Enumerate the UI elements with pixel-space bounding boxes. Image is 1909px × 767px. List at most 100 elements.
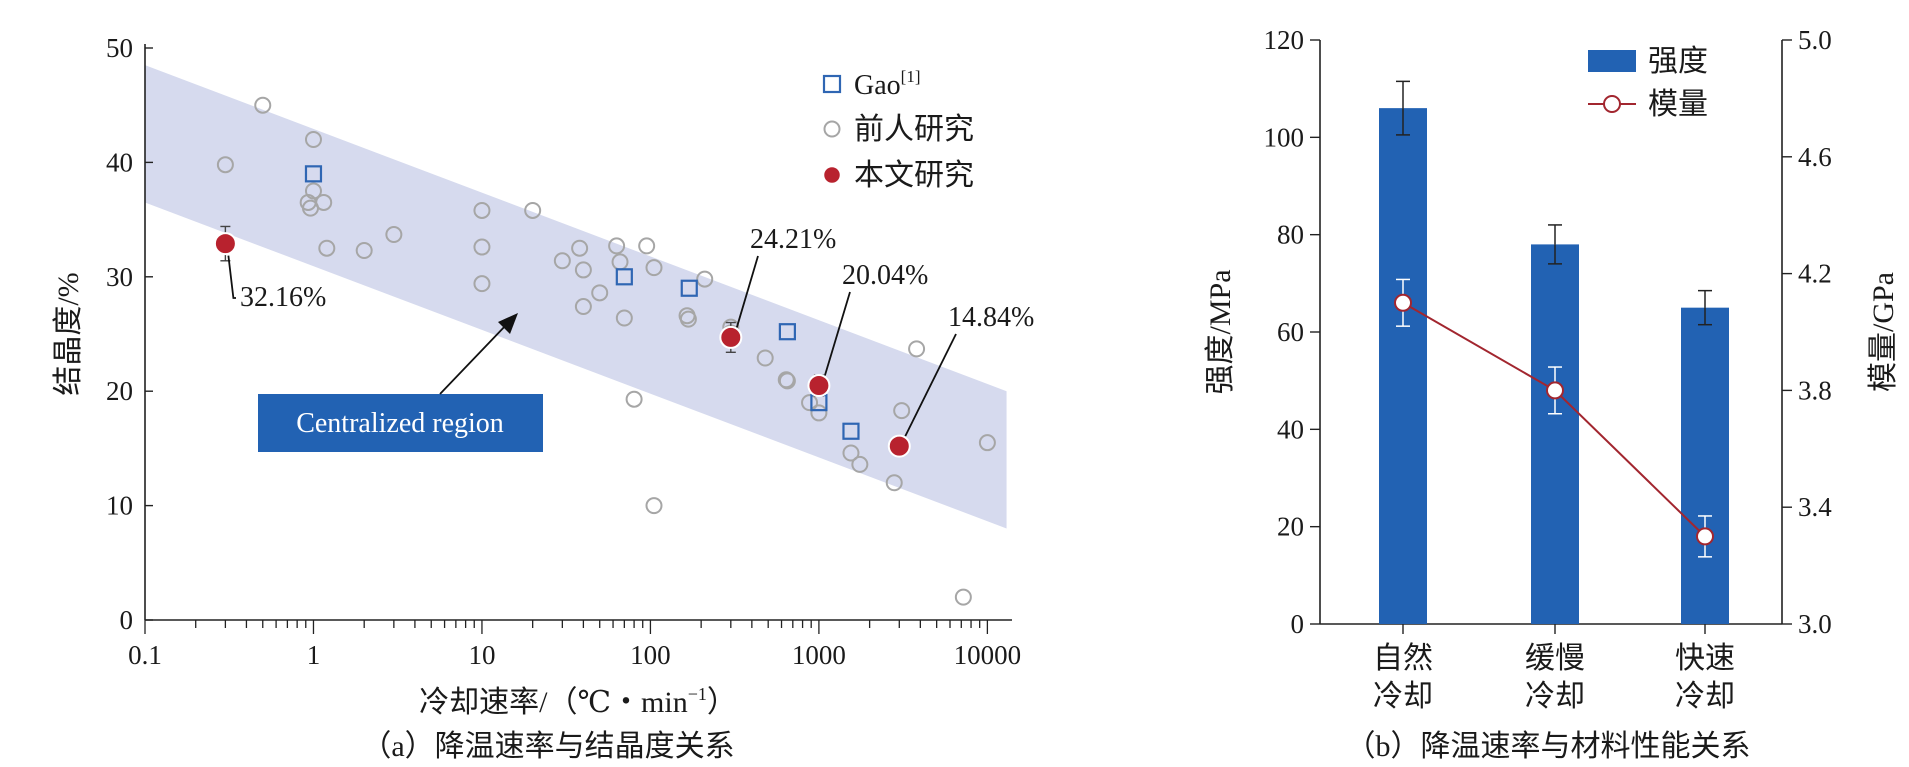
legend-gao-marker <box>822 74 842 94</box>
category-label-line1: 自然 <box>1373 642 1433 675</box>
legend-gao-name: Gao <box>854 70 901 101</box>
gao-point <box>680 279 698 297</box>
this-work-point <box>807 373 831 397</box>
legend-modulus-label: 模量 <box>1648 88 1708 121</box>
right-tick-label: 5.0 <box>1798 25 1832 55</box>
left-tick-label: 20 <box>1277 512 1304 542</box>
modulus-point <box>1394 293 1412 312</box>
strength-bar <box>1681 307 1729 624</box>
previous-study-point <box>473 275 491 293</box>
gao-point <box>842 422 860 440</box>
previous-study-point <box>574 298 592 316</box>
chart-b-properties: 0 20 40 60 80 100 120 3.0 3.4 3.8 4.2 4.6 5.0 强度/MPa 模… <box>1204 25 1900 763</box>
y-tick-label: 0 <box>120 605 134 635</box>
legend-this-work-label: 本文研究 <box>854 159 974 192</box>
legend-gao-label: Gao[1] <box>854 67 920 101</box>
annotation-label: 14.84% <box>948 302 1034 333</box>
legend-previous-marker <box>823 120 841 138</box>
previous-study-point <box>625 390 643 408</box>
right-tick-label: 4.6 <box>1798 142 1832 172</box>
category-label-line2: 冷却 <box>1525 680 1585 713</box>
right-axis-label: 模量/GPa <box>1867 272 1900 392</box>
x-axis-label: 冷却速率/（℃・min−1） <box>419 684 737 719</box>
region-arrow-line <box>439 322 509 395</box>
previous-study-point <box>777 371 795 389</box>
y-axis-label: 结晶度/% <box>52 272 85 395</box>
previous-study-point <box>645 259 663 277</box>
previous-study-point <box>571 239 589 257</box>
previous-study-point <box>908 340 926 358</box>
this-work-point <box>719 325 743 349</box>
x-tick-label: 0.1 <box>128 640 162 670</box>
x-axis-label-sup: −1 <box>688 684 707 704</box>
category-label-line1: 缓慢 <box>1525 642 1585 675</box>
left-tick-label: 40 <box>1277 414 1304 444</box>
region-arrow-head <box>498 313 518 334</box>
previous-study-point <box>254 96 272 114</box>
legend-previous-label: 前人研究 <box>854 113 974 146</box>
right-tick-label: 4.2 <box>1798 259 1832 289</box>
previous-study-point <box>524 201 542 219</box>
gao-point <box>778 323 796 341</box>
x-tick-label: 100 <box>630 640 671 670</box>
strength-bar <box>1531 244 1579 624</box>
category-label-line1: 快速 <box>1675 642 1735 675</box>
legend-strength-label: 强度 <box>1648 45 1708 78</box>
previous-study-point <box>615 309 633 327</box>
previous-study-point <box>801 394 819 412</box>
gao-point <box>304 165 323 183</box>
x-tick-label: 10 <box>468 640 495 670</box>
chart-b-caption: （b）降温速率与材料性能关系 <box>1346 730 1751 763</box>
legend-strength-swatch <box>1588 50 1636 72</box>
legend-gao-sup: [1] <box>901 67 921 86</box>
x-tick-label: 1000 <box>792 640 846 670</box>
left-tick-label: 100 <box>1264 122 1305 152</box>
legend-this-work-marker <box>822 165 842 185</box>
previous-study-point <box>355 241 373 259</box>
previous-study-point <box>473 238 491 256</box>
annotation-leader <box>824 291 851 376</box>
x-axis-label-main: 冷却速率/（℃・min <box>419 686 688 719</box>
category-label-line2: 冷却 <box>1675 680 1735 713</box>
previous-study-point <box>810 404 828 422</box>
previous-study-point <box>842 444 860 462</box>
previous-study-point <box>216 156 234 174</box>
this-work-point <box>213 232 237 256</box>
category-label-line2: 冷却 <box>1373 680 1433 713</box>
annotation-label: 32.16% <box>240 282 326 313</box>
previous-study-point <box>591 284 609 302</box>
region-label-text: Centralized region <box>296 408 504 439</box>
left-tick-label: 120 <box>1264 25 1305 55</box>
right-tick-label: 3.0 <box>1798 609 1832 639</box>
previous-study-point <box>756 349 774 367</box>
legend-modulus-marker <box>1603 95 1621 113</box>
modulus-point <box>1546 381 1564 400</box>
x-axis-label-end: ） <box>707 686 737 719</box>
previous-study-point <box>679 310 697 328</box>
strength-bar <box>1379 108 1427 625</box>
modulus-point <box>1696 527 1714 546</box>
x-tick-label: 10000 <box>954 640 1022 670</box>
y-tick-label: 10 <box>106 491 133 521</box>
previous-study-point <box>893 402 911 420</box>
chart-a-caption: （a）降温速率与结晶度关系 <box>361 730 734 763</box>
left-tick-label: 80 <box>1277 220 1304 250</box>
previous-study-point <box>385 225 403 243</box>
previous-study-point <box>553 252 571 270</box>
previous-study-point <box>851 455 869 473</box>
y-tick-label: 50 <box>106 33 133 63</box>
annotation-leader <box>904 333 957 437</box>
previous-study-point <box>696 270 714 288</box>
centralized-region-band <box>145 65 1007 529</box>
previous-study-point <box>304 131 322 149</box>
annotation-label: 20.04% <box>842 260 928 291</box>
left-tick-label: 0 <box>1291 609 1305 639</box>
previous-study-point <box>645 497 663 515</box>
previous-study-point <box>574 261 592 279</box>
annotation-leader <box>227 255 236 299</box>
annotation-label: 24.21% <box>750 224 836 255</box>
previous-study-point <box>885 474 903 492</box>
annotation-leader <box>735 255 759 328</box>
region-label-box <box>258 394 543 452</box>
y-tick-label: 30 <box>106 262 133 292</box>
